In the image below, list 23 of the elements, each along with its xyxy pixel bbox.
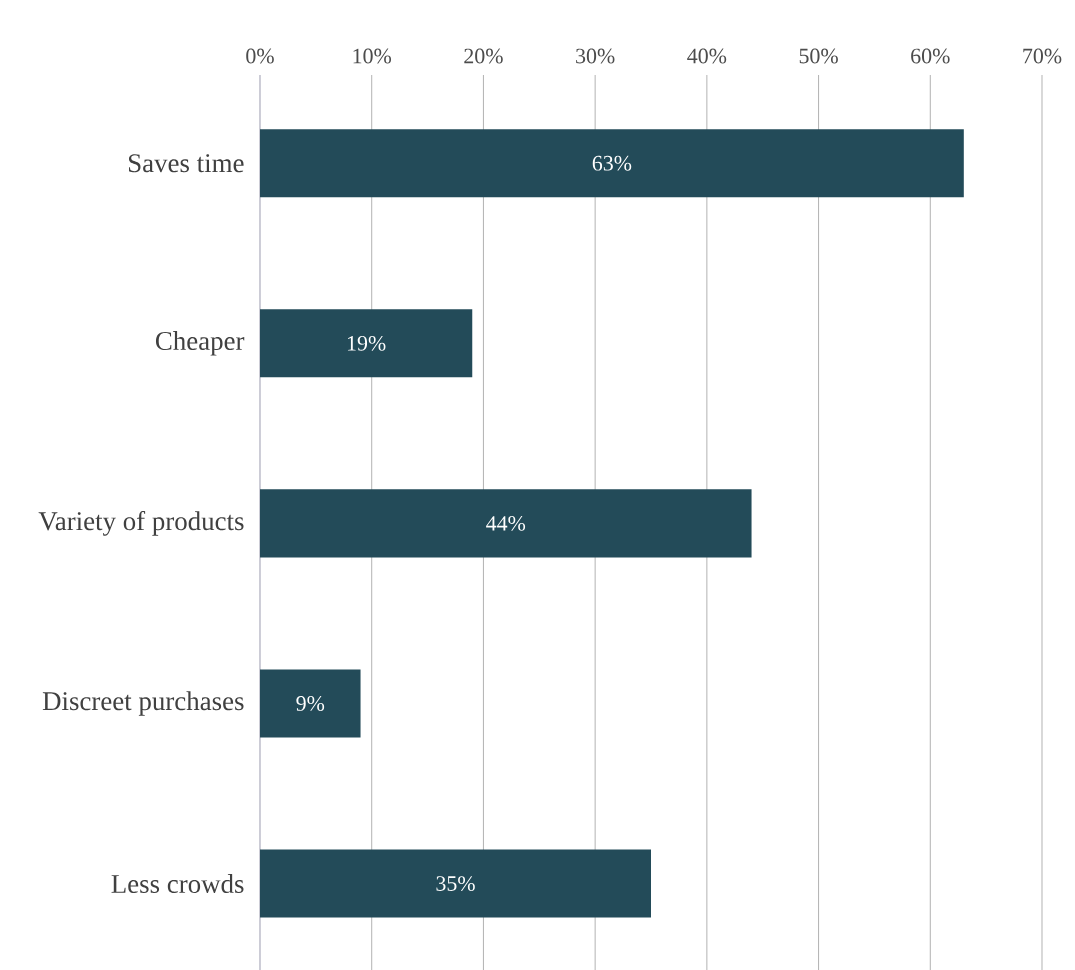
data-label: 44% (486, 515, 526, 531)
x-tick-label: 20% (464, 48, 503, 64)
y-tick-label: Variety of products (38, 511, 244, 536)
x-tick-label: 30% (576, 48, 615, 64)
data-label: 35% (436, 876, 475, 891)
bar (260, 309, 473, 378)
x-tick-label: 10% (353, 48, 392, 64)
data-label: 9% (296, 696, 325, 711)
bar (260, 129, 964, 198)
x-tick-label: 70% (1023, 48, 1062, 64)
data-label: 63% (592, 155, 632, 171)
x-tick-label: 0% (246, 48, 274, 64)
data-label: 19% (347, 335, 386, 351)
bar (260, 669, 361, 738)
y-tick-label: Cheaper (155, 331, 245, 356)
bar (260, 849, 651, 918)
x-tick-label: 40% (687, 48, 727, 64)
bar (260, 489, 752, 558)
y-tick-label: Less crowds (111, 874, 244, 894)
y-tick-label: Discreet purchases (42, 691, 244, 716)
x-tick-label: 50% (799, 48, 838, 64)
x-tick-label: 60% (911, 48, 950, 64)
y-tick-label: Saves time (128, 154, 244, 173)
